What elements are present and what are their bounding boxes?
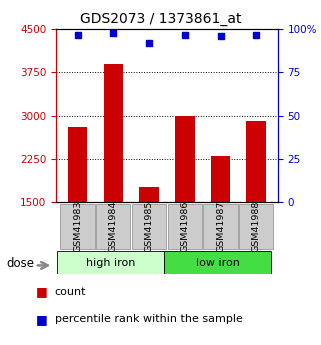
Bar (68, 127, 87, 202)
FancyBboxPatch shape (96, 205, 130, 249)
Text: dose: dose (6, 257, 34, 270)
Text: ■: ■ (36, 285, 48, 298)
Text: ■: ■ (36, 313, 48, 326)
Bar (175, 116, 195, 202)
Text: GSM41988: GSM41988 (252, 200, 261, 252)
Text: GSM41987: GSM41987 (216, 200, 225, 252)
FancyBboxPatch shape (168, 205, 202, 249)
Bar (103, 64, 123, 202)
Text: GDS2073 / 1373861_at: GDS2073 / 1373861_at (80, 12, 241, 26)
Point (254, 32, 259, 37)
Bar (164, 251, 271, 274)
Bar (57, 251, 164, 274)
Point (182, 32, 187, 37)
Text: GSM41984: GSM41984 (109, 200, 118, 252)
Text: low iron: low iron (196, 258, 239, 267)
Point (111, 30, 116, 36)
FancyBboxPatch shape (132, 205, 166, 249)
Point (146, 40, 152, 46)
Text: GSM41983: GSM41983 (73, 200, 82, 252)
FancyBboxPatch shape (204, 205, 238, 249)
Bar (247, 121, 266, 202)
Text: percentile rank within the sample: percentile rank within the sample (55, 314, 242, 324)
Text: count: count (55, 287, 86, 296)
FancyBboxPatch shape (60, 205, 95, 249)
FancyBboxPatch shape (239, 205, 273, 249)
Point (218, 33, 223, 39)
Text: GSM41986: GSM41986 (180, 200, 189, 252)
Text: GSM41985: GSM41985 (144, 200, 153, 252)
Point (75, 32, 80, 37)
Bar (139, 187, 159, 202)
Bar (211, 156, 230, 202)
Text: high iron: high iron (86, 258, 135, 267)
